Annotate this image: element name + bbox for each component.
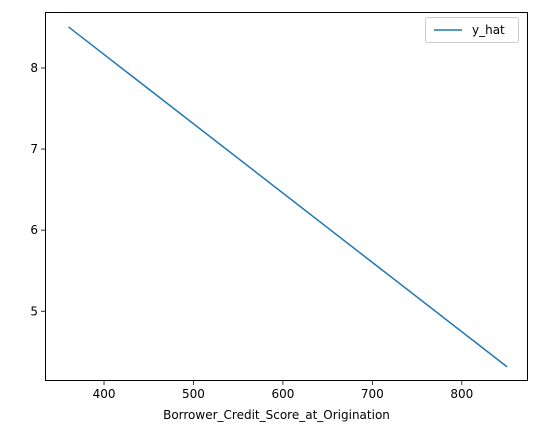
- x-tick-label: 400: [93, 387, 116, 401]
- y-tick-label: 5: [30, 304, 38, 318]
- legend-label-y-hat: y_hat: [472, 23, 505, 37]
- x-axis-label: Borrower_Credit_Score_at_Origination: [163, 408, 390, 422]
- x-tick-label: 800: [450, 387, 473, 401]
- legend: y_hat: [425, 17, 519, 43]
- axes-layer: 400 500 600 700 800 5 6 7 8: [30, 61, 473, 401]
- legend-frame: [425, 17, 519, 43]
- y-tick-label: 8: [30, 61, 38, 75]
- x-tick-label: 700: [361, 387, 384, 401]
- y-tick-label: 6: [30, 223, 38, 237]
- x-tick-label: 600: [271, 387, 294, 401]
- x-tick-label: 500: [182, 387, 205, 401]
- series-line-y-hat: [68, 26, 508, 368]
- series-layer: [68, 26, 508, 368]
- y-tick-label: 7: [30, 142, 38, 156]
